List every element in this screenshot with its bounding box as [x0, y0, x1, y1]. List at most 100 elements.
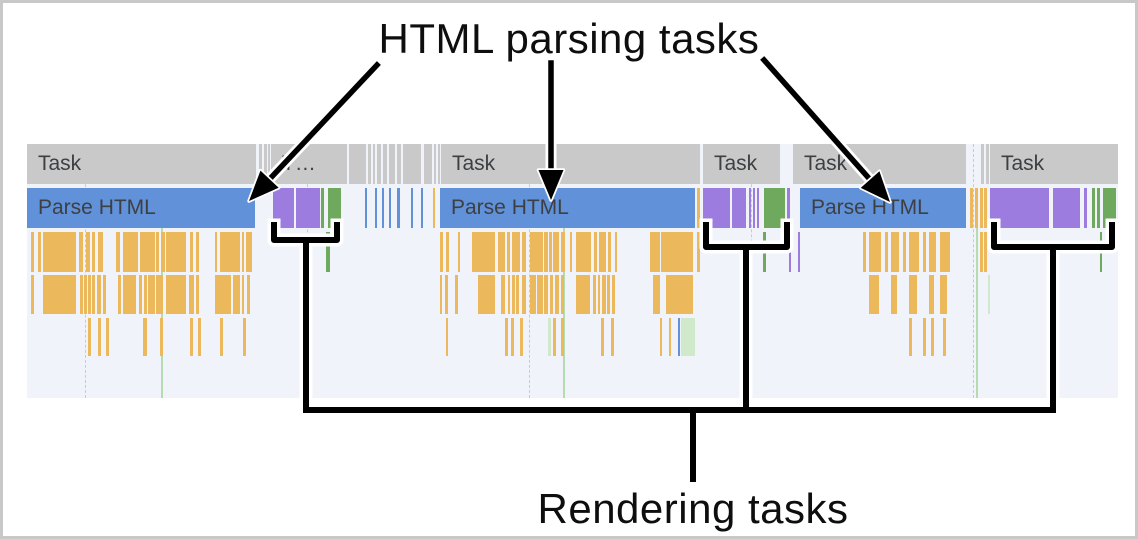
flame-bar-depth-2[interactable]	[508, 275, 510, 314]
task-bar-sliver[interactable]	[403, 144, 421, 184]
flame-bar-depth-2[interactable]	[929, 275, 934, 314]
flame-bar-depth-1[interactable]	[116, 232, 120, 272]
task-bar-sliver[interactable]	[986, 144, 989, 184]
script-event-bar[interactable]	[433, 188, 435, 228]
task-bar-sliver[interactable]	[259, 144, 262, 184]
flame-bar-depth-2[interactable]	[215, 275, 231, 314]
flame-bar-depth-2[interactable]	[522, 275, 526, 314]
flame-bar-depth-1[interactable]	[570, 232, 572, 272]
flame-bar-depth-2[interactable]	[988, 275, 990, 314]
task-bar-sliver[interactable]	[389, 144, 395, 184]
parse-event-bar[interactable]	[375, 188, 377, 228]
flame-bar-depth-1[interactable]	[608, 232, 611, 272]
flame-bar-depth-2[interactable]	[242, 275, 244, 314]
parse-html-bar[interactable]: Parse HTML	[27, 188, 255, 228]
flame-bar-depth-2[interactable]	[84, 275, 87, 314]
flame-bar-depth-3[interactable]	[190, 318, 193, 356]
flame-bar-depth-1[interactable]	[140, 232, 155, 272]
flame-bar-depth-2[interactable]	[478, 275, 495, 314]
layout-event-bar[interactable]	[990, 188, 1049, 228]
flame-bar-depth-1[interactable]	[615, 232, 617, 272]
flame-bar-depth-2[interactable]	[440, 275, 442, 314]
layout-event-bar[interactable]	[749, 188, 751, 228]
flame-bar-depth-3[interactable]	[681, 318, 695, 356]
flame-bar-depth-1[interactable]	[923, 232, 926, 272]
flame-bar-depth-1[interactable]	[697, 232, 700, 272]
flame-bar-depth-1[interactable]	[196, 232, 199, 272]
flame-bar-depth-2[interactable]	[940, 275, 947, 314]
flame-bar-depth-3[interactable]	[505, 318, 508, 356]
flame-bar-depth-2[interactable]	[88, 275, 91, 314]
flame-bar-depth-2[interactable]	[139, 275, 142, 314]
flame-bar-depth-1[interactable]	[161, 232, 165, 272]
flame-bar-depth-2[interactable]	[516, 275, 519, 314]
task-bar-sliver[interactable]	[383, 144, 387, 184]
flame-bar-depth-1[interactable]	[43, 232, 76, 272]
flame-bar-depth-2[interactable]	[445, 275, 448, 314]
paint-event-bar[interactable]	[321, 188, 324, 228]
paint-event-bar[interactable]	[1103, 188, 1116, 228]
parse-event-bar[interactable]	[411, 188, 413, 228]
flame-bar-depth-1[interactable]	[909, 232, 919, 272]
flame-bar-depth-1[interactable]	[984, 232, 987, 272]
script-event-bar[interactable]	[970, 188, 973, 228]
flame-bar-depth-2[interactable]	[653, 275, 660, 314]
task-bar[interactable]: Task	[793, 144, 966, 184]
parse-event-bar[interactable]	[365, 188, 367, 228]
flame-bar-depth-2[interactable]	[166, 275, 186, 314]
flame-bar-depth-3[interactable]	[98, 318, 101, 356]
flame-bar-depth-1[interactable]	[246, 232, 252, 272]
flame-bar-depth-1[interactable]	[869, 232, 881, 272]
script-event-bar[interactable]	[984, 188, 987, 228]
layout-event-bar[interactable]	[753, 188, 755, 228]
flame-bar-depth-1[interactable]	[576, 232, 591, 272]
flame-bar-depth-1[interactable]	[242, 232, 244, 272]
flame-bar-depth-1[interactable]	[512, 232, 520, 272]
flame-bar-depth-1[interactable]	[507, 232, 510, 272]
parse-event-bar[interactable]	[389, 188, 391, 228]
flame-bar-depth-2[interactable]	[80, 275, 83, 314]
flame-bar-depth-1[interactable]	[863, 232, 866, 272]
task-bar-sliver[interactable]	[397, 144, 401, 184]
flame-bar-depth-1[interactable]	[446, 232, 449, 272]
flame-bar-depth-3[interactable]	[678, 318, 680, 356]
layout-event-bar[interactable]	[296, 188, 320, 228]
task-bar[interactable]: T…	[271, 144, 347, 184]
flame-bar-depth-3[interactable]	[553, 318, 556, 356]
flame-bar-depth-1[interactable]	[763, 232, 766, 272]
flame-bar-depth-1[interactable]	[891, 232, 899, 272]
flame-bar-depth-2[interactable]	[247, 275, 250, 314]
flame-bar-depth-1[interactable]	[599, 232, 606, 272]
flame-bar-depth-1[interactable]	[661, 232, 693, 272]
flame-bar-depth-3[interactable]	[511, 318, 514, 356]
flame-bar-depth-2[interactable]	[148, 275, 155, 314]
flame-bar-depth-3[interactable]	[198, 318, 201, 356]
flame-bar-depth-2[interactable]	[544, 275, 548, 314]
layout-event-bar[interactable]	[1053, 188, 1080, 228]
flame-bar-depth-2[interactable]	[666, 275, 693, 314]
parse-html-bar[interactable]: Parse HTML	[440, 188, 695, 228]
flame-bar-depth-1[interactable]	[86, 232, 90, 272]
flame-bar-depth-3[interactable]	[520, 318, 523, 356]
script-event-bar[interactable]	[697, 188, 700, 228]
flame-bar-depth-3[interactable]	[923, 318, 926, 356]
flame-bar-depth-3[interactable]	[669, 318, 671, 356]
flame-bar-depth-2[interactable]	[555, 275, 559, 314]
paint-event-bar[interactable]	[328, 188, 341, 228]
task-bar-sliver[interactable]	[438, 144, 440, 184]
task-bar[interactable]: Task	[703, 144, 780, 184]
task-bar-sliver[interactable]	[424, 144, 432, 184]
flame-bar-depth-3[interactable]	[143, 318, 147, 356]
parse-html-bar[interactable]: Parse HTML	[800, 188, 966, 228]
flame-bar-depth-1[interactable]	[156, 232, 159, 272]
flame-bar-depth-3[interactable]	[106, 318, 109, 356]
layout-event-bar[interactable]	[732, 188, 746, 228]
flame-bar-depth-1[interactable]	[123, 232, 138, 272]
flame-bar-depth-1[interactable]	[215, 232, 217, 272]
layout-event-bar[interactable]	[1084, 188, 1087, 228]
flame-bar-depth-1[interactable]	[549, 232, 552, 272]
layout-event-bar[interactable]	[757, 188, 759, 228]
flame-bar-depth-2[interactable]	[576, 275, 590, 314]
flame-bar-depth-1[interactable]	[650, 232, 660, 272]
parse-event-bar[interactable]	[382, 188, 384, 228]
